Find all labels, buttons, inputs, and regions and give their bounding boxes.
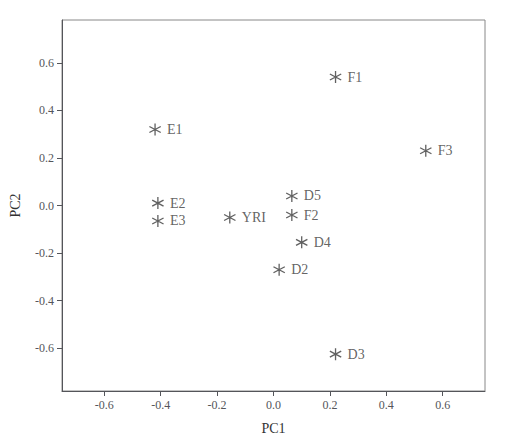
svg-text:E3: E3 <box>170 213 186 228</box>
svg-text:D2: D2 <box>291 262 308 277</box>
svg-text:PC1: PC1 <box>261 421 285 436</box>
svg-text:-0.6: -0.6 <box>35 341 54 355</box>
svg-text:0.0: 0.0 <box>266 398 281 412</box>
svg-text:D4: D4 <box>314 235 331 250</box>
svg-text:F1: F1 <box>348 70 363 85</box>
svg-text:0.2: 0.2 <box>322 398 337 412</box>
svg-text:0.6: 0.6 <box>39 56 54 70</box>
svg-text:0.4: 0.4 <box>379 398 394 412</box>
svg-text:YRI: YRI <box>242 210 266 225</box>
svg-text:D5: D5 <box>304 188 321 203</box>
svg-text:F3: F3 <box>438 143 453 158</box>
svg-text:F2: F2 <box>304 208 319 223</box>
svg-text:E2: E2 <box>170 196 186 211</box>
svg-text:0.6: 0.6 <box>435 398 450 412</box>
svg-text:-0.4: -0.4 <box>151 398 170 412</box>
svg-text:E1: E1 <box>167 122 183 137</box>
svg-text:-0.2: -0.2 <box>35 246 54 260</box>
svg-text:-0.6: -0.6 <box>95 398 114 412</box>
svg-text:0.2: 0.2 <box>39 151 54 165</box>
svg-text:0.4: 0.4 <box>39 103 54 117</box>
svg-text:PC2: PC2 <box>8 193 23 217</box>
svg-text:0.0: 0.0 <box>39 199 54 213</box>
svg-text:-0.4: -0.4 <box>35 294 54 308</box>
svg-text:D3: D3 <box>348 347 365 362</box>
svg-text:-0.2: -0.2 <box>208 398 227 412</box>
